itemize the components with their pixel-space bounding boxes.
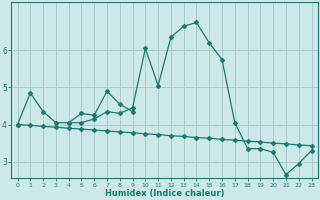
- X-axis label: Humidex (Indice chaleur): Humidex (Indice chaleur): [105, 189, 224, 198]
